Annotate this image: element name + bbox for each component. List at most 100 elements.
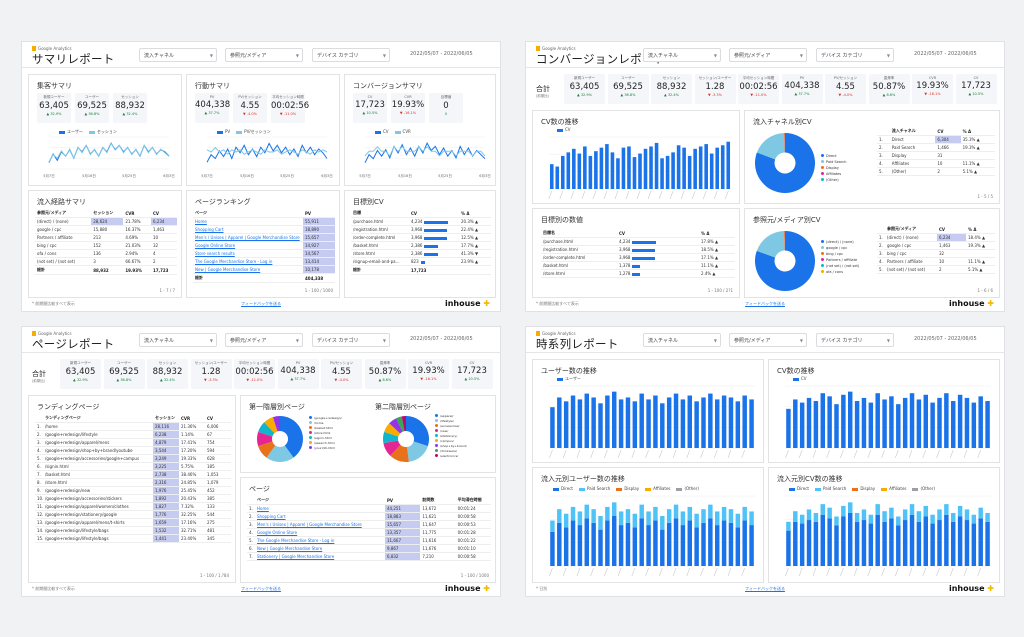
column-header[interactable]: ランディングページ bbox=[43, 414, 153, 423]
table-row[interactable]: 1. (direct) / (none) 6,234 18.4% ▲ bbox=[877, 233, 995, 242]
table-row[interactable]: 3. Display 31 bbox=[877, 151, 995, 160]
filter-channel[interactable]: 流入チャネル ▼ bbox=[139, 333, 217, 347]
table-row[interactable]: 5. (not set) / (not set) 2 5.1% ▲ bbox=[877, 265, 995, 274]
column-header[interactable]: CV bbox=[150, 209, 177, 218]
filter-source-medium[interactable]: 参照元/メディア ▼ bbox=[225, 48, 303, 62]
table-row[interactable]: 15./google+redesign/lifestyle/bags 1,441 2… bbox=[35, 534, 231, 543]
table-row[interactable]: 2. google / cpc 1,463 19.3% ▲ bbox=[877, 241, 995, 250]
filter-channel[interactable]: 流入チャネル ▼ bbox=[139, 48, 217, 62]
table-row[interactable]: /store.html 2,386 41.3% ▼ bbox=[351, 249, 491, 258]
filter-source-medium[interactable]: 参照元/メディア ▼ bbox=[729, 48, 807, 62]
table-row[interactable]: 12./google+redesign/stationery/google 1,7… bbox=[35, 510, 231, 519]
column-header[interactable]: % Δ bbox=[966, 225, 995, 234]
table-row[interactable]: /registration.html 3,968 22.4% ▲ bbox=[351, 225, 491, 234]
table-row[interactable]: 6. New | Google Merchandise Store 9,867 11,… bbox=[247, 544, 491, 553]
column-header[interactable]: PV bbox=[303, 209, 335, 218]
table-pager[interactable]: 1 - 100 / 1000 bbox=[304, 288, 333, 293]
filter-channel[interactable]: 流入チャネル ▼ bbox=[643, 48, 721, 62]
column-header[interactable]: セッション bbox=[153, 414, 179, 423]
table-row[interactable]: 7./basket.html 2,738 38.46% 1,053 bbox=[35, 470, 231, 479]
table-row[interactable]: 5./google+redesign/accessories/google+ca… bbox=[35, 454, 231, 463]
column-header[interactable]: 参照元/メディア bbox=[885, 225, 937, 234]
table-row[interactable]: 10./google+redesign/accessories/stickers… bbox=[35, 494, 231, 503]
filter-device[interactable]: デバイス カテゴリ ▼ bbox=[312, 333, 390, 347]
table-row[interactable]: (direct) / (none) 28,624 21.78% 6,234 bbox=[35, 217, 177, 226]
column-header[interactable]: CV bbox=[409, 209, 459, 218]
column-header[interactable]: % Δ bbox=[960, 127, 995, 136]
table-row[interactable]: 7. Stationery | Google Merchandise Store 6… bbox=[247, 552, 491, 561]
table-row[interactable]: /purchase.html 4,234 17.8% ▲ bbox=[541, 237, 735, 246]
table-row[interactable]: The Google Merchandise Store - Log in 13,… bbox=[193, 257, 335, 266]
table-row[interactable]: google / cpc 15,880 16.37% 1,463 bbox=[35, 225, 177, 234]
filter-device[interactable]: デバイス カテゴリ ▼ bbox=[816, 333, 894, 347]
table-pager[interactable]: 1 - 100 / 1,?84 bbox=[199, 573, 229, 578]
date-range[interactable]: 2022/05/07 - 2022/06/05 bbox=[914, 336, 977, 342]
table-row[interactable]: 1./home 28,116 21.36% 6,006 bbox=[35, 422, 231, 431]
table-row[interactable]: ofa / cons 136 2.94% 4 bbox=[35, 249, 177, 258]
table-row[interactable]: Home 55,911 bbox=[193, 217, 335, 226]
table-pager[interactable]: 1 - 7 / 7 bbox=[159, 288, 175, 293]
column-header[interactable]: CVR bbox=[179, 414, 205, 423]
table-row[interactable]: 8./store.html 2,316 24.85% 1,079 bbox=[35, 478, 231, 487]
date-range[interactable]: 2022/05/07 - 2022/06/05 bbox=[410, 51, 473, 57]
table-pager[interactable]: 1 - 5 / 5 bbox=[977, 194, 993, 199]
table-row[interactable]: New | Google Merchandise Store 10,178 bbox=[193, 265, 335, 274]
column-header[interactable]: PV bbox=[385, 496, 421, 505]
table-row[interactable]: 5. The Google Merchandise Store - Log in 1… bbox=[247, 536, 491, 545]
table-row[interactable]: 3. bing / cpc 32 bbox=[877, 249, 995, 258]
column-header[interactable]: 目標 bbox=[351, 209, 409, 218]
column-header[interactable]: CV bbox=[617, 229, 699, 238]
table-row[interactable]: 2. Shopping Cart 18,883 11,621 00:00:58 bbox=[247, 512, 491, 521]
table-row[interactable]: Partners / affiliate 213 4.69% 10 bbox=[35, 233, 177, 242]
table-row[interactable]: Google Online Store 14,927 bbox=[193, 241, 335, 250]
table-row[interactable]: /order-complete.html 3,968 12.5% ▲ bbox=[351, 233, 491, 242]
table-row[interactable]: 2. Paid Search 1,466 19.3% ▲ bbox=[877, 143, 995, 152]
filter-source-medium[interactable]: 参照元/メディア ▼ bbox=[729, 333, 807, 347]
table-row[interactable]: 2./google+redesign/lifestyle 6,238 1.14% 67 bbox=[35, 430, 231, 439]
column-header[interactable]: CVR bbox=[123, 209, 151, 218]
filter-source-medium[interactable]: 参照元/メディア ▼ bbox=[225, 333, 303, 347]
date-range[interactable]: 2022/05/07 - 2022/06/05 bbox=[914, 51, 977, 57]
feedback-link[interactable]: フィードバックを送る bbox=[241, 301, 281, 306]
table-row[interactable]: /basket.html 2,386 17.7% ▲ bbox=[351, 241, 491, 250]
column-header[interactable]: CV bbox=[937, 225, 966, 234]
column-header[interactable]: 目標名 bbox=[541, 229, 617, 238]
table-row[interactable]: 1. Direct 6,304 35.3% ▲ bbox=[877, 135, 995, 144]
column-header[interactable]: 平均滞在時間 bbox=[455, 496, 491, 505]
column-header[interactable]: % Δ bbox=[459, 209, 491, 218]
column-header[interactable]: CV bbox=[935, 127, 961, 136]
table-row[interactable]: 3./google+redesign/apparel/mens 4,879 17.4… bbox=[35, 438, 231, 447]
column-header[interactable]: 参照元/メディア bbox=[35, 209, 92, 218]
table-row[interactable]: /registration.html 3,968 18.5% ▲ bbox=[541, 245, 735, 254]
filter-device[interactable]: デバイス カテゴリ ▼ bbox=[816, 48, 894, 62]
date-range[interactable]: 2022/05/07 - 2022/06/05 bbox=[410, 336, 473, 342]
table-row[interactable]: 4. Affiliates 10 11.1% ▲ bbox=[877, 159, 995, 168]
table-row[interactable]: (not set) / (not set) 3 66.67% 2 bbox=[35, 257, 177, 266]
column-header[interactable]: 流入チャネル bbox=[889, 127, 936, 136]
table-row[interactable]: 1. Home 44,251 13,672 00:01:24 bbox=[247, 504, 491, 513]
column-header[interactable]: セッション bbox=[91, 209, 124, 218]
feedback-link[interactable]: フィードバックを送る bbox=[745, 301, 785, 306]
filter-device[interactable]: デバイス カテゴリ ▼ bbox=[312, 48, 390, 62]
table-row[interactable]: /store.html 1,278 2.4% ▲ bbox=[541, 269, 735, 278]
table-row[interactable]: Store search results 14,567 bbox=[193, 249, 335, 258]
table-row[interactable]: Shopping Cart 18,890 bbox=[193, 225, 335, 234]
table-row[interactable]: bing / cpc 152 21.03% 32 bbox=[35, 241, 177, 250]
table-row[interactable]: 3. Men's / Unisex | Apparel | Google Merc… bbox=[247, 520, 491, 529]
table-row[interactable]: Men's / Unisex | Apparel | Google Mercha… bbox=[193, 233, 335, 242]
table-row[interactable]: 4./google+redesign/shop+by+brand/youtube… bbox=[35, 446, 231, 455]
table-row[interactable]: 4. Partners / affiliate 10 11.1% ▲ bbox=[877, 257, 995, 266]
table-row[interactable]: 11./google+redesign/apparel/women/clothe… bbox=[35, 502, 231, 511]
table-row[interactable]: /basket.html 1,378 11.1% ▲ bbox=[541, 261, 735, 270]
column-header[interactable]: 訪問数 bbox=[420, 496, 456, 505]
feedback-link[interactable]: フィードバックを送る bbox=[241, 586, 281, 591]
table-pager[interactable]: 1 - 100 / 1000 bbox=[460, 573, 489, 578]
table-pager[interactable]: 1 - 100 / 2?1 bbox=[707, 288, 733, 293]
table-row[interactable]: 13./google+redesign/apparel/mens/t-shirt… bbox=[35, 518, 231, 527]
column-header[interactable]: ページ bbox=[193, 209, 303, 218]
feedback-link[interactable]: フィードバックを送る bbox=[745, 586, 785, 591]
table-row[interactable]: 4. Google Online Store 13,357 11,775 00:01:2… bbox=[247, 528, 491, 537]
column-header[interactable]: CV bbox=[205, 414, 231, 423]
table-row[interactable]: /order-complete.html 3,968 17.1% ▲ bbox=[541, 253, 735, 262]
table-row[interactable]: 5. (Other) 2 5.1% ▲ bbox=[877, 167, 995, 176]
